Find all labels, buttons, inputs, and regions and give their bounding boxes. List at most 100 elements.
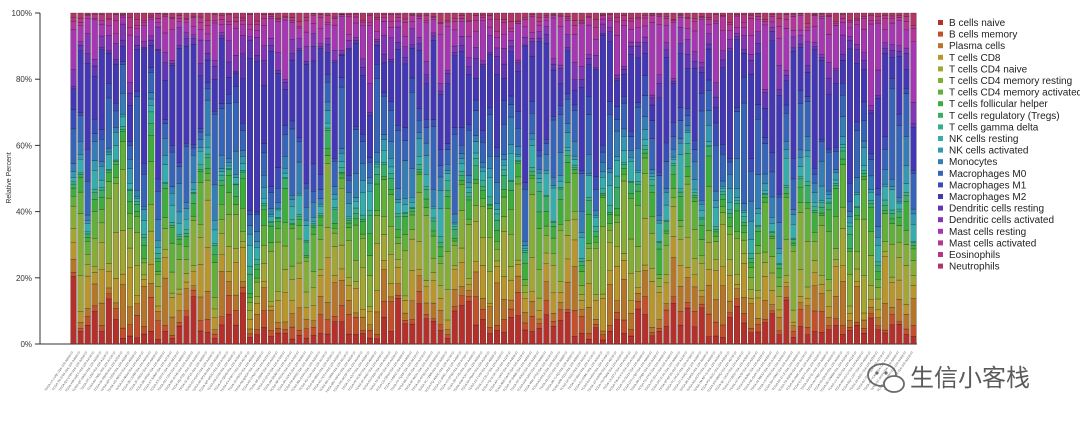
bar-segment <box>268 225 275 243</box>
sample-bar <box>232 12 239 345</box>
bar-segment <box>190 182 197 190</box>
bar-segment <box>232 183 239 186</box>
bar-segment <box>783 104 790 114</box>
bar-segment <box>155 258 162 262</box>
bar-segment <box>218 19 225 25</box>
bar-segment <box>783 286 790 298</box>
bar-segment <box>479 130 486 143</box>
bar-segment <box>578 170 585 174</box>
bar-segment <box>578 232 585 238</box>
bar-segment <box>769 196 776 218</box>
sample-bar <box>875 12 882 345</box>
bar-segment <box>345 277 352 286</box>
bar-segment <box>345 216 352 219</box>
bar-segment <box>218 12 225 16</box>
bar-segment <box>501 319 508 333</box>
bar-segment <box>522 188 529 242</box>
bar-segment <box>70 242 77 260</box>
bar-segment <box>628 193 635 199</box>
bar-segment <box>564 16 571 19</box>
bar-segment <box>515 163 522 178</box>
bar-segment <box>451 289 458 307</box>
bar-segment <box>776 65 783 90</box>
bar-segment <box>677 53 684 108</box>
bar-segment <box>275 218 282 222</box>
bar-segment <box>359 221 366 235</box>
bar-segment <box>875 261 882 266</box>
bar-segment <box>119 169 126 231</box>
bar-segment <box>112 132 119 146</box>
y-tick-label: 80% <box>16 75 32 84</box>
bar-segment <box>423 318 430 345</box>
bar-segment <box>126 201 134 214</box>
bar-segment <box>374 31 381 40</box>
bar-segment <box>896 257 903 281</box>
bar-segment <box>388 296 395 302</box>
bar-segment <box>635 172 642 182</box>
bar-segment <box>84 237 91 242</box>
bar-segment <box>225 314 232 345</box>
bar-segment <box>105 147 112 153</box>
bar-segment <box>218 35 225 39</box>
bar-segment <box>402 234 409 252</box>
bar-segment <box>345 16 352 35</box>
bar-segment <box>183 32 190 39</box>
bar-segment <box>550 177 557 186</box>
bar-segment <box>501 63 508 79</box>
bar-segment <box>691 68 698 141</box>
bar-segment <box>670 303 677 345</box>
bar-segment <box>670 156 677 160</box>
bar-segment <box>536 41 543 151</box>
bar-segment <box>268 16 275 19</box>
bar-segment <box>733 200 741 204</box>
bar-segment <box>345 49 352 176</box>
bar-segment <box>522 248 529 251</box>
bar-segment <box>868 153 875 160</box>
bar-segment <box>776 248 783 254</box>
bar-segment <box>606 223 613 231</box>
sample-bar <box>776 12 783 345</box>
bar-segment <box>331 62 338 159</box>
bar-segment <box>465 192 472 198</box>
bar-segment <box>896 201 903 204</box>
bar-segment <box>366 15 373 23</box>
bar-segment <box>628 28 635 43</box>
bar-segment <box>317 174 324 190</box>
bar-segment <box>762 24 769 90</box>
bar-segment <box>818 12 825 15</box>
bar-segment <box>119 13 126 16</box>
sample-bar <box>310 12 317 345</box>
bar-segment <box>366 210 373 216</box>
bar-segment <box>903 165 910 184</box>
bar-segment <box>839 60 846 84</box>
bar-segment <box>409 77 416 93</box>
bar-segment <box>84 14 91 16</box>
bar-segment <box>861 16 868 19</box>
bar-segment <box>296 161 303 194</box>
bar-segment <box>861 147 868 166</box>
bar-segment <box>811 210 818 213</box>
bar-segment <box>677 196 684 221</box>
bar-segment <box>846 326 853 331</box>
bar-segment <box>748 158 755 172</box>
bar-segment <box>254 30 261 38</box>
bar-segment <box>522 285 529 293</box>
bar-segment <box>402 212 409 214</box>
legend-label: Macrophages M2 <box>949 192 1027 203</box>
bar-segment <box>868 12 875 16</box>
bar-segment <box>522 241 529 246</box>
bar-segment <box>204 59 211 84</box>
legend-swatch <box>938 112 943 118</box>
bar-segment <box>776 89 783 96</box>
bar-segment <box>592 12 599 20</box>
bar-segment <box>183 12 190 19</box>
bar-segment <box>705 269 712 286</box>
bar-segment <box>402 320 409 324</box>
bar-segment <box>776 296 783 311</box>
bar-segment <box>543 139 550 144</box>
bar-segment <box>112 103 119 112</box>
bar-segment <box>190 271 197 286</box>
bar-segment <box>550 222 557 227</box>
bar-segment <box>352 288 359 314</box>
bar-segment <box>606 172 613 186</box>
